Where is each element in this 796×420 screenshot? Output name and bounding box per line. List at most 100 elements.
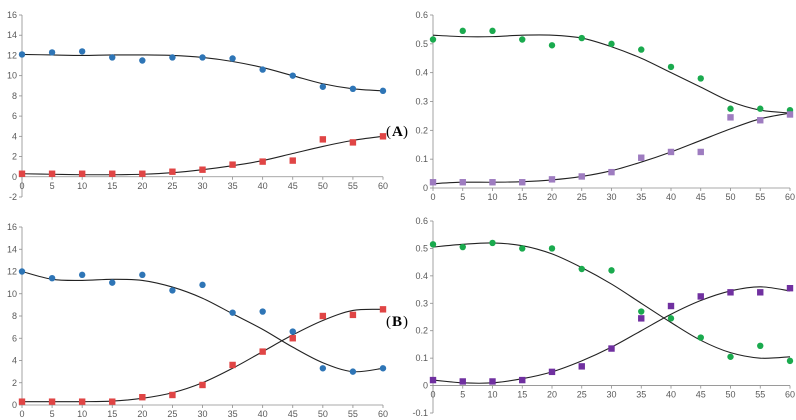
x-tick-label: 45: [696, 390, 706, 400]
y-tick-label: 0.6: [415, 10, 428, 20]
x-tick-label: 55: [755, 192, 765, 202]
data-point-0: [139, 271, 146, 279]
panel-label-A-letter: A: [392, 124, 403, 140]
x-tick-label: 60: [785, 390, 795, 400]
x-tick-label: 50: [725, 192, 735, 202]
data-point-0: [139, 57, 146, 64]
data-point-0: [349, 368, 357, 375]
x-tick-label: 60: [378, 409, 388, 419]
data-point-0: [578, 265, 585, 273]
data-point-1: [667, 148, 675, 156]
y-tick-label: 2: [12, 378, 17, 388]
data-point-0: [757, 105, 764, 112]
data-point-1: [757, 289, 764, 296]
data-point-0: [608, 40, 615, 48]
y-tick-label: 16: [7, 222, 17, 232]
data-point-1: [319, 312, 327, 320]
y-tick-label: 16: [7, 10, 17, 20]
data-point-1: [109, 398, 116, 405]
x-tick-label: 55: [348, 181, 358, 191]
panel-label-B-open: (: [386, 314, 391, 330]
data-point-0: [548, 42, 556, 49]
data-point-1: [78, 170, 86, 177]
y-tick-label: 0.5: [415, 243, 428, 253]
data-point-1: [429, 376, 437, 384]
data-point-0: [578, 34, 585, 42]
data-point-0: [429, 36, 437, 43]
y-tick-label: 14: [7, 244, 17, 254]
data-point-0: [727, 353, 734, 360]
data-point-0: [786, 357, 794, 365]
y-tick-label: 0.4: [415, 271, 428, 281]
data-point-1: [757, 117, 764, 124]
data-point-0: [379, 87, 387, 95]
data-point-0: [199, 54, 206, 61]
data-point-1: [519, 179, 526, 186]
x-tick-label: 35: [636, 192, 646, 202]
x-tick-label: 30: [197, 181, 207, 191]
data-point-1: [697, 148, 704, 156]
x-tick-label: 0: [19, 181, 24, 191]
x-tick-label: 35: [228, 181, 238, 191]
x-tick-label: 5: [460, 390, 465, 400]
fit-curve-1: [432, 286, 791, 384]
x-tick-label: 10: [77, 409, 87, 419]
x-tick-label: 55: [755, 390, 765, 400]
data-point-1: [727, 289, 734, 296]
y-tick-label: 6: [12, 333, 17, 343]
data-point-1: [429, 179, 437, 186]
y-tick-label: 4: [12, 356, 17, 366]
x-tick-label: 20: [137, 409, 147, 419]
data-point-1: [578, 363, 585, 370]
x-tick-label: 0: [19, 409, 24, 419]
data-point-1: [229, 161, 236, 168]
data-point-1: [229, 361, 236, 369]
data-point-1: [379, 306, 387, 313]
data-point-1: [18, 170, 26, 177]
data-point-0: [78, 48, 86, 55]
data-point-1: [489, 378, 496, 385]
data-point-1: [319, 136, 327, 143]
data-point-1: [259, 348, 266, 355]
y-tick-label: 12: [7, 267, 17, 277]
data-point-1: [289, 157, 296, 164]
data-point-1: [638, 154, 645, 161]
y-tick-label: 10: [7, 289, 17, 299]
data-point-0: [319, 83, 327, 90]
chart-A-right: 0 0.1 0.2 0.3 0.4 0.5 0.6 0 5 10 15 20 25 30 35 40 45 50 5…: [415, 10, 795, 202]
data-point-0: [48, 49, 56, 56]
data-point-0: [667, 315, 675, 322]
x-tick-label: 50: [318, 409, 328, 419]
data-point-1: [638, 315, 645, 322]
x-tick-label: 30: [606, 390, 616, 400]
data-point-0: [109, 279, 116, 286]
x-tick-label: 15: [517, 192, 527, 202]
data-point-0: [638, 46, 645, 53]
panel-label-A-open: (: [386, 124, 391, 140]
data-point-1: [667, 302, 675, 310]
x-tick-label: 15: [107, 409, 117, 419]
x-tick-label: 5: [50, 409, 55, 419]
x-tick-label: 20: [137, 181, 147, 191]
x-tick-label: 25: [167, 181, 177, 191]
chart-B-left: 0 2 4 6 8 10 12 14 16 0 5 10 15 20 25 30 35 40 45 50 55 60: [7, 222, 388, 419]
x-tick-label: 40: [258, 181, 268, 191]
data-point-0: [379, 365, 387, 372]
x-tick-label: 5: [460, 192, 465, 202]
y-tick-label: 6: [12, 111, 17, 121]
data-point-1: [608, 168, 615, 176]
y-tick-label: 0: [12, 172, 17, 182]
data-point-0: [229, 309, 236, 316]
x-tick-label: 0: [430, 192, 435, 202]
x-tick-label: 10: [77, 181, 87, 191]
x-tick-label: 40: [258, 409, 268, 419]
data-point-1: [459, 378, 466, 385]
data-point-0: [259, 66, 266, 73]
data-point-0: [349, 85, 357, 93]
data-point-0: [697, 334, 704, 341]
y-tick-label: 8: [12, 311, 17, 321]
y-tick-label: 0.5: [415, 39, 428, 49]
x-tick-label: 30: [606, 192, 616, 202]
x-tick-label: 35: [636, 390, 646, 400]
